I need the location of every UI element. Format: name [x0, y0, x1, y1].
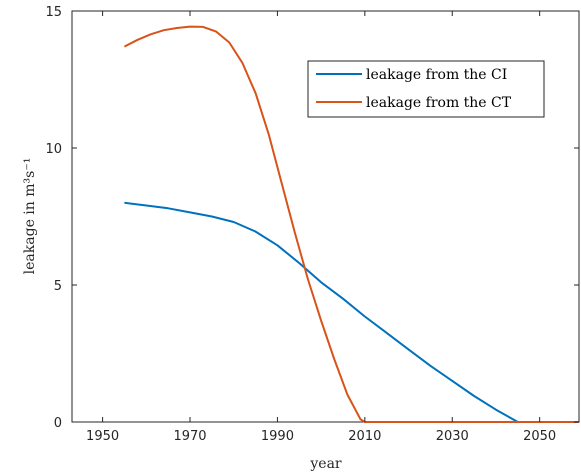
series-layer [123, 25, 579, 423]
y-tick-label: 15 [45, 5, 62, 20]
x-tick-label: 1950 [86, 429, 119, 444]
x-axis: 1950 1970 1990 2010 2030 2050 [86, 11, 556, 444]
x-axis-label: year [309, 456, 342, 472]
x-tick-label: 2010 [348, 429, 381, 444]
y-tick-label: 5 [54, 279, 62, 294]
y-tick-label: 10 [45, 142, 62, 157]
y-axis-label: leakage in m³s⁻¹ [22, 158, 38, 275]
legend-label-ci: leakage from the CI [366, 67, 507, 83]
x-tick-label: 2030 [436, 429, 469, 444]
legend: leakage from the CI leakage from the CT [307, 60, 545, 118]
x-tick-label: 2050 [523, 429, 556, 444]
legend-box [307, 60, 545, 118]
y-tick-label: 0 [54, 416, 62, 431]
series-line-1 [123, 25, 579, 423]
y-axis: 0 5 10 15 [45, 5, 579, 431]
series-line-0 [124, 201, 579, 423]
x-tick-label: 1990 [261, 429, 294, 444]
x-tick-label: 1970 [173, 429, 206, 444]
legend-label-ct: leakage from the CT [366, 95, 512, 111]
